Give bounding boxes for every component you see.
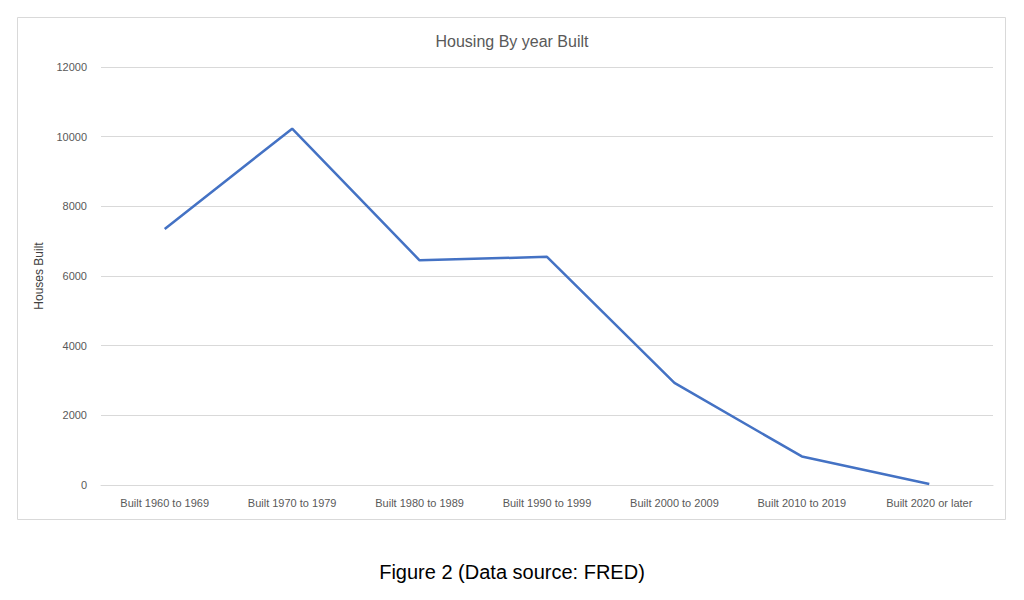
svg-text:10000: 10000	[56, 131, 87, 143]
svg-text:4000: 4000	[63, 340, 87, 352]
svg-text:Built 1970 to 1979: Built 1970 to 1979	[248, 497, 337, 509]
svg-text:2000: 2000	[63, 409, 87, 421]
svg-text:0: 0	[81, 479, 87, 491]
svg-text:12000: 12000	[56, 61, 87, 73]
svg-text:8000: 8000	[63, 200, 87, 212]
svg-text:Built 2000 to 2009: Built 2000 to 2009	[630, 497, 719, 509]
svg-text:Housing By year Built: Housing By year Built	[436, 33, 590, 50]
svg-text:6000: 6000	[63, 270, 87, 282]
svg-text:Built 1990 to 1999: Built 1990 to 1999	[503, 497, 592, 509]
svg-text:Built 1980 to 1989: Built 1980 to 1989	[375, 497, 464, 509]
svg-text:Figure 2 (Data source: FRED): Figure 2 (Data source: FRED)	[379, 561, 645, 583]
svg-text:Houses Built: Houses Built	[32, 242, 46, 310]
svg-text:Built 2010 to 2019: Built 2010 to 2019	[758, 497, 847, 509]
svg-text:Built 2020 or later: Built 2020 or later	[886, 497, 973, 509]
svg-text:Built 1960 to 1969: Built 1960 to 1969	[120, 497, 209, 509]
